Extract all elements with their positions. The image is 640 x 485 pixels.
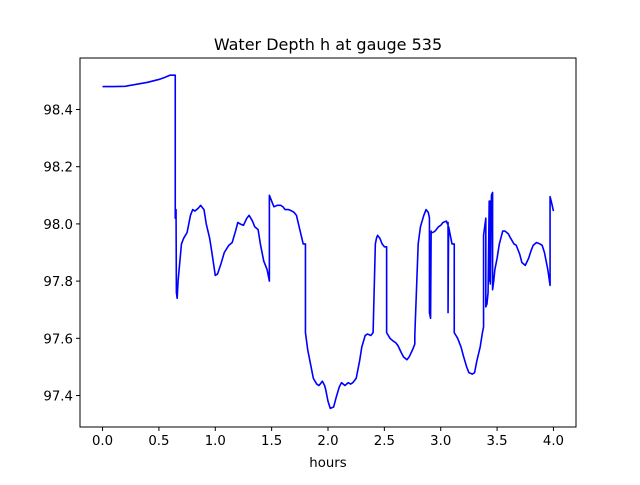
y-tick-label: 98.2	[43, 161, 73, 176]
plot-area	[102, 74, 555, 410]
x-axis-label: hours	[309, 456, 346, 471]
x-tick-label: 0.0	[92, 434, 113, 449]
x-tick-label: 2.0	[317, 434, 338, 449]
y-tick-label: 98.0	[43, 218, 73, 233]
y-tick-label: 97.8	[43, 275, 73, 290]
y-tick-label: 97.6	[43, 332, 73, 347]
x-tick-label: 2.5	[374, 434, 395, 449]
plot-frame	[79, 57, 577, 428]
chart-title: Water Depth h at gauge 535	[214, 35, 442, 54]
series-line-0	[102, 74, 555, 410]
x-tick-label: 4.0	[543, 434, 564, 449]
x-tick-label: 1.5	[261, 434, 282, 449]
x-tick-label: 1.0	[205, 434, 226, 449]
y-tick-label: 98.4	[43, 103, 73, 118]
x-tick-label: 3.0	[430, 434, 451, 449]
y-tick-label: 97.4	[43, 390, 73, 405]
x-axis-ticks: 0.0 0.5 1.0 1.5 2.0 2.5 3.0 3.5 4.0	[92, 427, 564, 449]
x-tick-label: 3.5	[487, 434, 508, 449]
y-axis-ticks: 97.4 97.6 97.8 98.0 98.2 98.4	[43, 103, 80, 405]
x-tick-label: 0.5	[148, 434, 169, 449]
